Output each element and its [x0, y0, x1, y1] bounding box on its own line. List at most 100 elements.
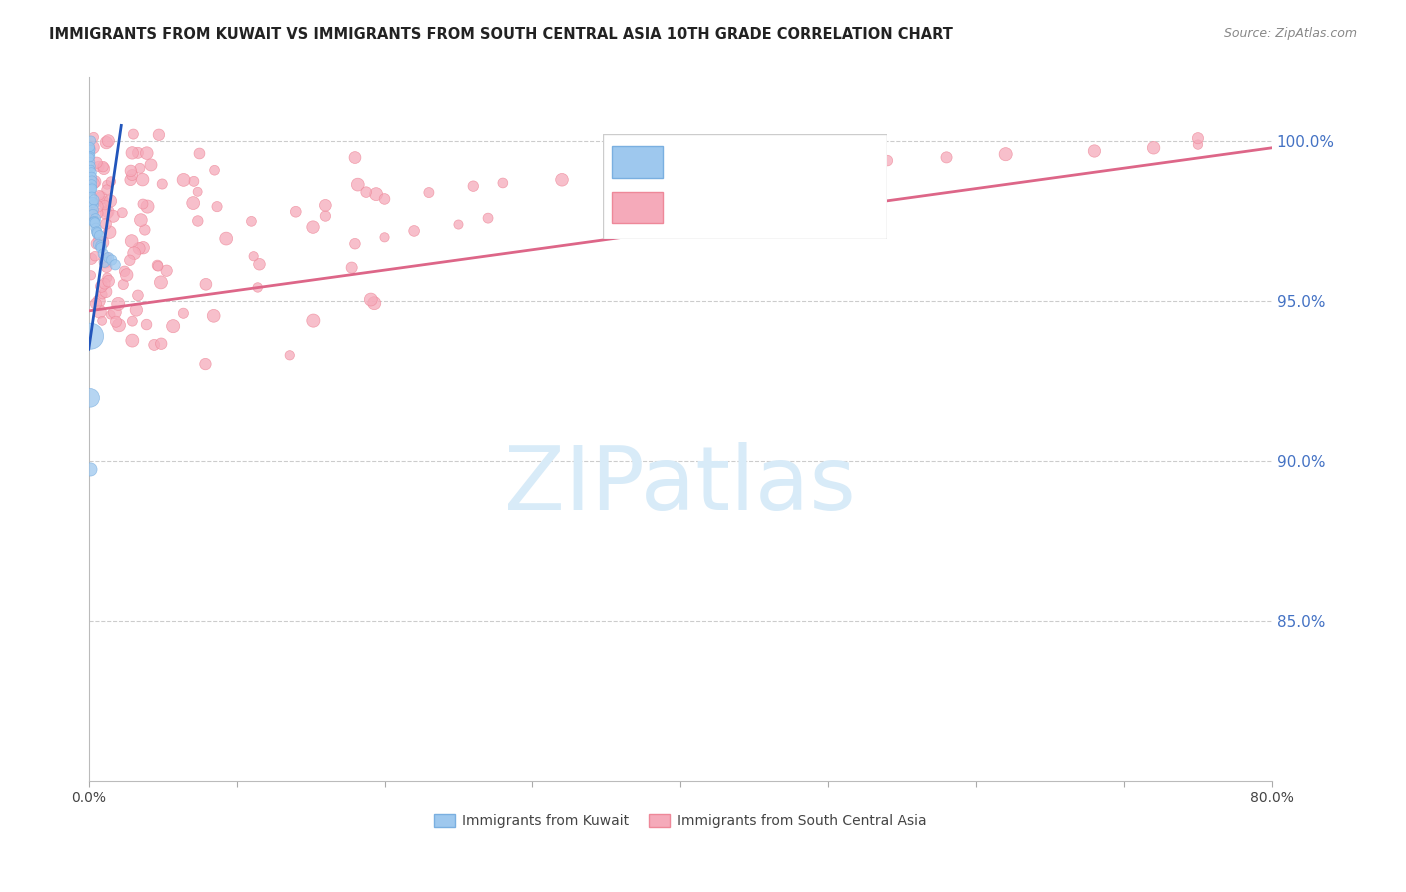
- Point: [93, 195, 115, 210]
- Point: [129, 213, 152, 227]
- Point: [314, 198, 336, 212]
- Point: [876, 153, 898, 168]
- Point: [93, 277, 115, 291]
- Point: [373, 230, 395, 244]
- Point: [132, 197, 155, 211]
- Point: [363, 296, 385, 310]
- Point: [134, 223, 156, 237]
- Point: [83, 130, 105, 145]
- Point: [86, 236, 108, 251]
- Point: [80, 183, 103, 197]
- Point: [94, 198, 117, 212]
- Point: [181, 196, 204, 211]
- Point: [302, 313, 325, 327]
- Point: [343, 236, 366, 251]
- Point: [121, 314, 143, 328]
- Point: [79, 143, 101, 157]
- Point: [97, 274, 120, 288]
- Point: [98, 225, 121, 239]
- Point: [89, 228, 111, 243]
- Point: [194, 277, 217, 292]
- Point: [79, 149, 101, 163]
- Point: [240, 214, 263, 228]
- Point: [82, 140, 104, 154]
- Point: [84, 221, 107, 235]
- Point: [84, 211, 107, 226]
- Point: [404, 224, 426, 238]
- Point: [278, 348, 301, 362]
- Point: [131, 172, 153, 186]
- Point: [83, 215, 105, 229]
- Point: [121, 234, 143, 248]
- Point: [150, 336, 173, 351]
- Point: [551, 173, 574, 187]
- Point: [143, 338, 166, 352]
- Point: [91, 235, 114, 250]
- Point: [120, 173, 142, 187]
- Point: [758, 160, 780, 174]
- Point: [935, 150, 957, 164]
- Point: [302, 220, 325, 235]
- Point: [86, 226, 108, 240]
- Point: [122, 127, 145, 141]
- Point: [94, 285, 117, 299]
- Point: [79, 141, 101, 155]
- Point: [249, 257, 271, 271]
- Point: [104, 305, 127, 319]
- Point: [96, 260, 118, 275]
- Point: [994, 147, 1017, 161]
- Point: [128, 241, 150, 255]
- Point: [1187, 131, 1209, 145]
- Point: [699, 163, 721, 178]
- Point: [132, 241, 155, 255]
- Point: [127, 145, 149, 160]
- Point: [89, 304, 111, 318]
- Point: [80, 268, 103, 283]
- Point: [96, 250, 118, 264]
- Point: [122, 246, 145, 260]
- Point: [100, 194, 122, 208]
- Point: [118, 253, 141, 268]
- Point: [103, 209, 125, 223]
- Point: [121, 334, 143, 348]
- Point: [96, 183, 118, 197]
- Point: [111, 205, 134, 219]
- Point: [82, 195, 104, 210]
- Point: [1187, 137, 1209, 152]
- Point: [343, 151, 366, 165]
- Point: [82, 202, 104, 217]
- Point: [205, 200, 228, 214]
- Point: [115, 268, 138, 282]
- Point: [135, 318, 157, 332]
- Point: [188, 146, 211, 161]
- Point: [146, 258, 169, 272]
- Point: [79, 462, 101, 476]
- Point: [112, 277, 135, 292]
- Legend: Immigrants from Kuwait, Immigrants from South Central Asia: Immigrants from Kuwait, Immigrants from …: [429, 809, 932, 834]
- Point: [82, 208, 104, 222]
- Point: [669, 166, 692, 180]
- Point: [87, 233, 110, 247]
- Point: [492, 176, 515, 190]
- Point: [1142, 141, 1164, 155]
- Point: [114, 264, 136, 278]
- Point: [148, 128, 170, 142]
- Point: [80, 180, 103, 194]
- Point: [89, 188, 111, 202]
- Point: [418, 186, 440, 200]
- Point: [104, 258, 127, 272]
- Point: [96, 270, 118, 285]
- Point: [121, 145, 143, 160]
- Point: [1083, 144, 1105, 158]
- Point: [80, 252, 103, 266]
- Point: [87, 206, 110, 220]
- Point: [149, 276, 172, 290]
- Point: [91, 160, 114, 174]
- Point: [91, 314, 114, 328]
- Point: [204, 163, 226, 178]
- Point: [79, 329, 101, 343]
- Point: [86, 225, 108, 239]
- Point: [83, 193, 105, 207]
- Point: [477, 211, 499, 226]
- Point: [135, 146, 157, 161]
